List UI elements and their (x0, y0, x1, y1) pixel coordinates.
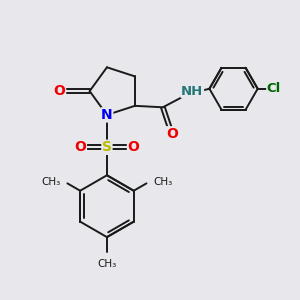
Text: CH₃: CH₃ (153, 177, 172, 187)
Text: N: N (101, 108, 113, 122)
Text: O: O (74, 140, 86, 154)
Text: O: O (128, 140, 140, 154)
Text: CH₃: CH₃ (42, 177, 61, 187)
Text: Cl: Cl (267, 82, 281, 95)
Text: O: O (54, 84, 65, 98)
Text: O: O (166, 127, 178, 141)
Text: S: S (102, 140, 112, 154)
Text: CH₃: CH₃ (97, 259, 117, 269)
Text: NH: NH (181, 85, 203, 98)
